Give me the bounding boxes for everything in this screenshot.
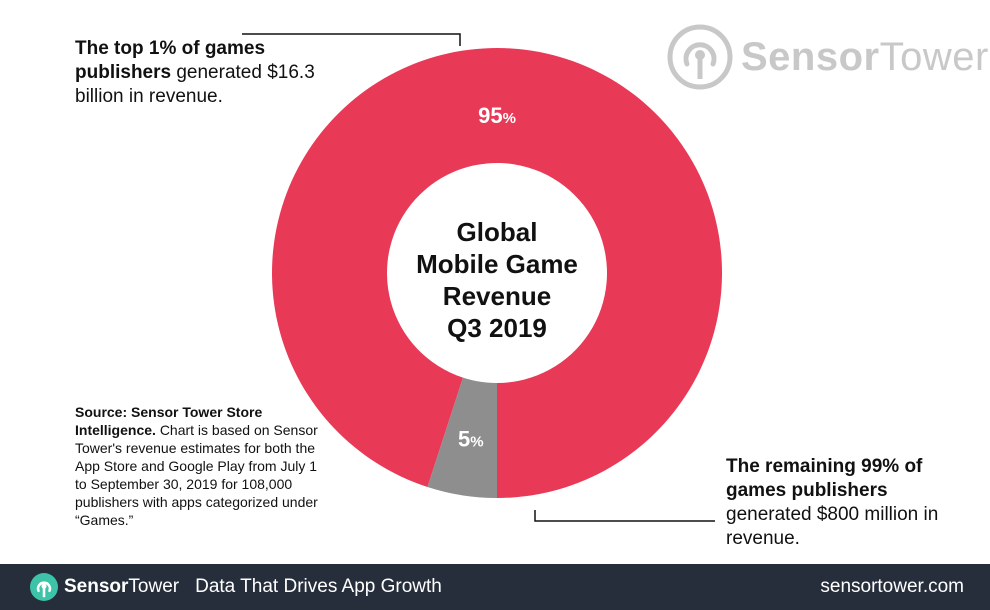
bottom-annotation-text: generated $800 million in revenue.: [726, 504, 939, 549]
leader-line-top: [242, 33, 461, 46]
slice-label-1: 5%: [458, 426, 484, 451]
donut-slice-0: [272, 47, 723, 498]
sensor-tower-logo-icon: [667, 24, 733, 90]
source-note: Source: Sensor Tower Store Intelligence.…: [75, 403, 325, 529]
center-title-line: Global: [456, 217, 538, 247]
bottom-annotation-bold: The remaining 99% of games publishers: [726, 456, 923, 501]
footer-url-link[interactable]: sensortower.com: [820, 576, 964, 597]
footer-bar: SensorTower Data That Drives App Growth …: [0, 564, 990, 610]
leader-line-bottom: [534, 510, 715, 522]
sensor-tower-logo-icon: [30, 573, 58, 601]
center-title-line: Mobile Game: [416, 249, 578, 279]
top-annotation-bold: The top 1% of games publishers: [75, 38, 266, 83]
watermark-brand-text: SensorTower: [741, 34, 989, 79]
center-title-line: Q3 2019: [447, 313, 547, 343]
slice-label-0: 95%: [478, 103, 516, 128]
remaining-publishers-annotation: The remaining 99% of games publishers ge…: [726, 455, 966, 551]
center-title-line: Revenue: [442, 281, 552, 311]
sensor-tower-watermark: SensorTower: [667, 22, 989, 92]
top-publishers-annotation: The top 1% of games publishers generated…: [75, 37, 315, 109]
footer-logo[interactable]: SensorTower: [30, 573, 179, 601]
chart-center-title: Global Mobile Game Revenue Q3 2019: [393, 216, 601, 344]
top-annotation-text: generated $16.3 billion in revenue.: [75, 62, 315, 107]
donut-chart: 95% 5%: [242, 33, 723, 522]
source-note-text: Chart is based on Sensor Tower's revenue…: [75, 422, 318, 528]
donut-slice-1: [427, 377, 497, 498]
footer-brand-text: SensorTower: [64, 576, 180, 597]
source-note-bold: Source: Sensor Tower Store Intelligence.: [75, 404, 263, 438]
footer-tagline: Data That Drives App Growth: [195, 576, 442, 597]
